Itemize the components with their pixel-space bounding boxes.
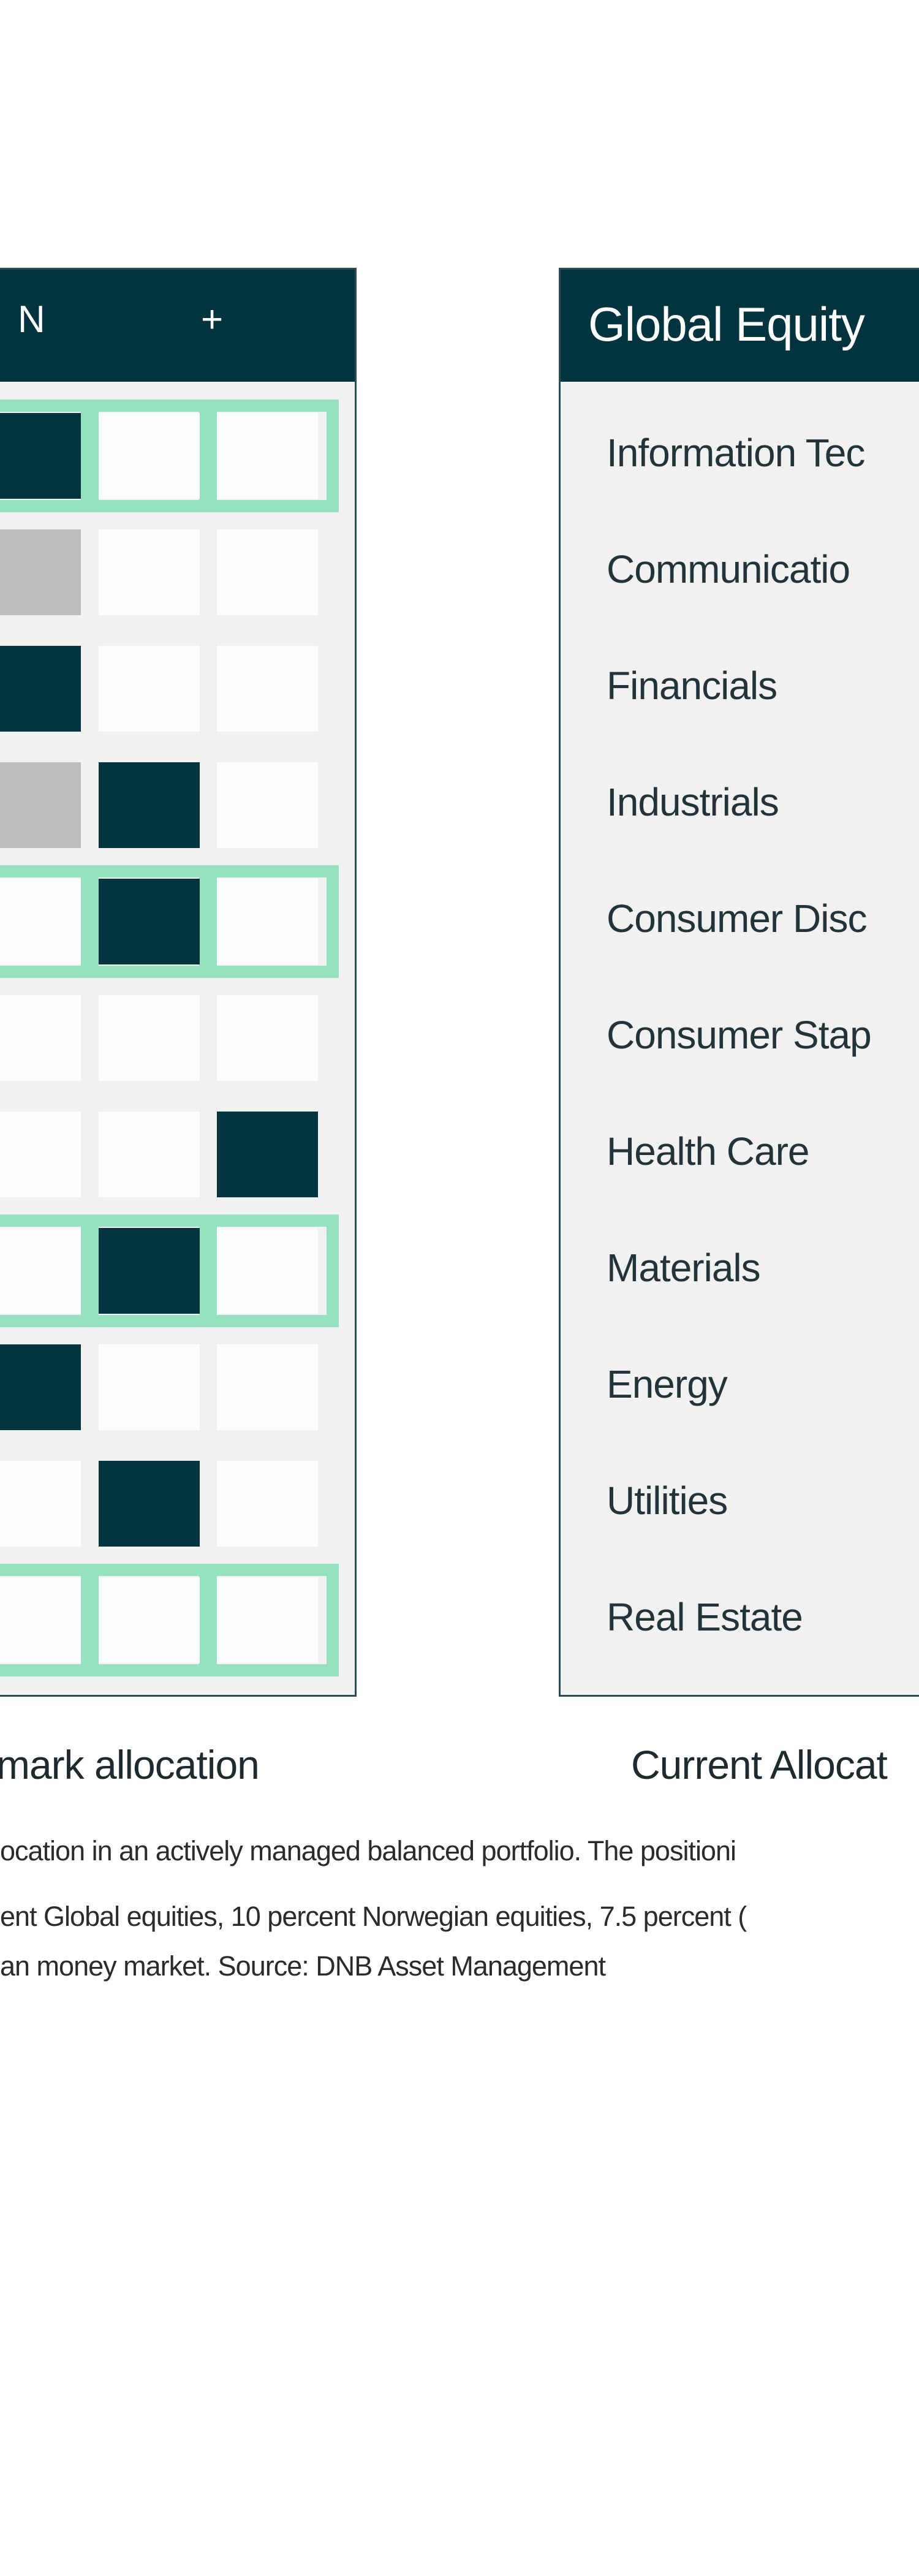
grid-cell-underweight [0,413,81,499]
highlight-divider [199,1564,217,1676]
highlight-divider [199,1214,217,1327]
highlight-divider [81,1564,99,1676]
grid-cell-neutral [99,1344,200,1430]
grid-cell-neutral [99,1461,200,1547]
grid-cell-neutral [99,762,200,848]
sector-label: Information Tec [607,431,865,475]
grid-cell-neutral [99,413,200,499]
column-header-neutral: N [18,298,45,341]
caption-benchmark-allocation: mark allocation [0,1742,260,1787]
grid-cell-neutral [99,1577,200,1663]
grid-cell-neutral [99,529,200,615]
sector-label: Real Estate [607,1595,803,1639]
grid-header: N + [0,270,355,382]
highlight-divider [81,1214,99,1327]
sector-label: Industrials [607,780,779,824]
grid-cell-overweight [217,1228,318,1314]
global-equity-title: Global Equity [588,297,865,351]
grid-cell-overweight [217,1577,318,1663]
highlight-divider [81,400,99,512]
grid-cell-overweight [217,995,318,1081]
grid-cell-neutral [99,1112,200,1197]
footnote-line-1: ocation in an actively managed balanced … [0,1835,736,1866]
grid-cell-overweight [217,529,318,615]
caption-current-allocation: Current Allocat [631,1742,888,1787]
sector-label: Communicatio [607,547,850,591]
sector-label: Materials [607,1246,761,1290]
allocation-grid-table: N + [0,268,357,1697]
grid-cell-underweight [0,995,81,1081]
grid-cell-underweight [0,879,81,964]
global-equity-header: Global Equity [561,270,919,382]
grid-cell-neutral [99,879,200,964]
grid-cell-underweight [0,1461,81,1547]
footnote-line-3: an money market. Source: DNB Asset Manag… [0,1950,606,1982]
highlight-divider [81,865,99,978]
grid-cell-neutral [99,646,200,732]
grid-cell-neutral [99,995,200,1081]
footnote-line-2: ent Global equities, 10 percent Norwegia… [0,1901,747,1932]
sector-label: Utilities [607,1479,728,1523]
grid-cell-overweight [217,1112,318,1197]
grid-cell-overweight [217,1461,318,1547]
grid-cell-overweight [217,1344,318,1430]
highlight-divider [199,400,217,512]
global-equity-table: Global Equity Information Tec Communicati… [559,268,919,1697]
grid-cell-overweight [217,646,318,732]
sector-label: Consumer Disc [607,896,867,941]
grid-cell-underweight [0,646,81,732]
grid-cell-overweight [217,413,318,499]
grid-cell-underweight [0,1228,81,1314]
sector-label: Energy [607,1362,728,1406]
sector-label: Consumer Stap [607,1013,872,1057]
grid-cell-underweight [0,1577,81,1663]
grid-cell-underweight [0,762,81,848]
grid-cell-underweight [0,529,81,615]
grid-cell-overweight [217,762,318,848]
grid-cell-underweight [0,1344,81,1430]
grid-cell-underweight [0,1112,81,1197]
sector-label: Financials [607,664,777,708]
grid-cell-neutral [99,1228,200,1314]
column-header-overweight: + [201,298,224,341]
highlight-divider [199,865,217,978]
sector-label: Health Care [607,1129,809,1173]
grid-cell-overweight [217,879,318,964]
